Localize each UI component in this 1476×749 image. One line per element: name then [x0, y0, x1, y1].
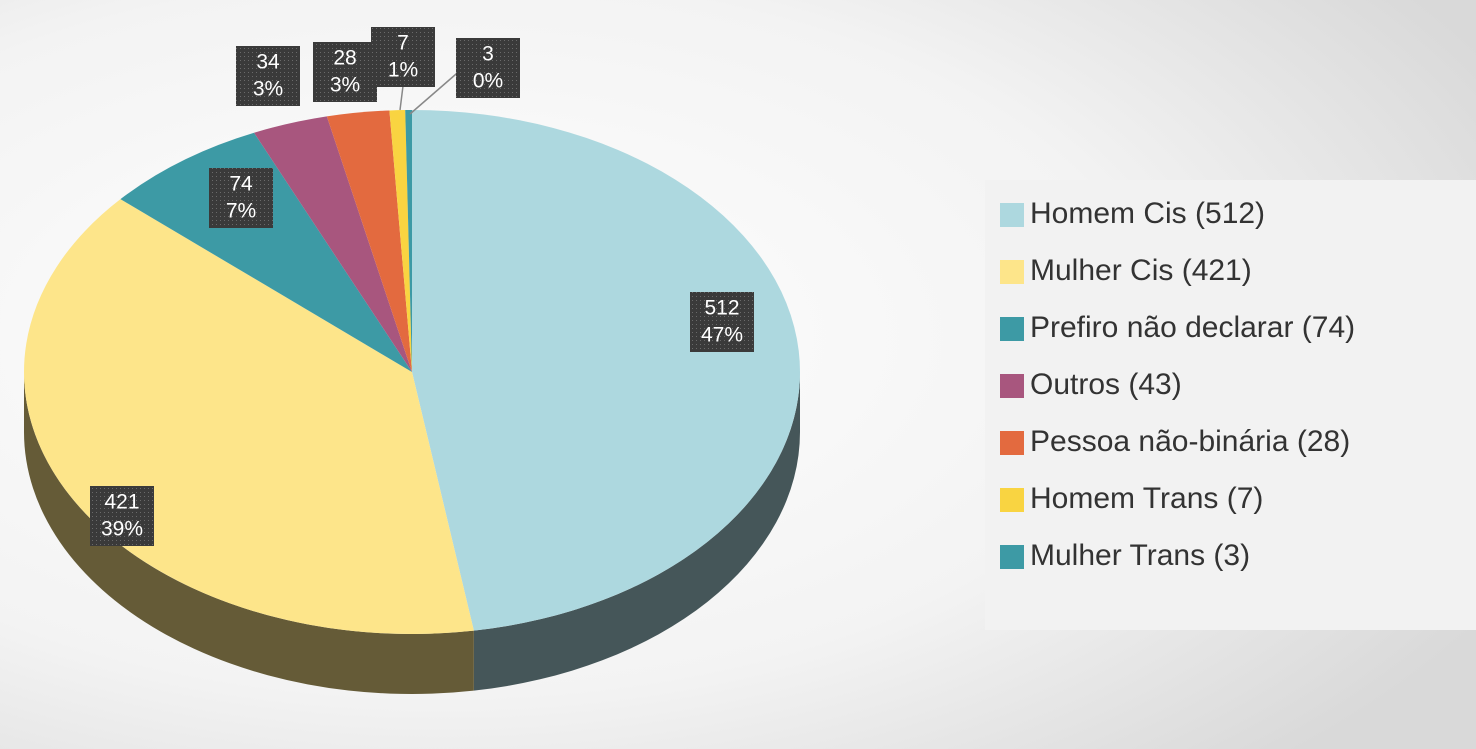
legend-label: Mulher Cis (421) [1030, 254, 1252, 287]
data-label-box [371, 27, 435, 87]
legend-swatch [1000, 203, 1024, 227]
data-label-percent: 7% [226, 200, 256, 223]
data-label-value: 3 [482, 43, 494, 66]
data-label-value: 512 [704, 297, 739, 320]
legend-box [985, 180, 1476, 630]
slice [412, 110, 800, 631]
leader-line [399, 85, 404, 111]
legend-label: Homem Trans (7) [1030, 482, 1263, 515]
data-label-box [90, 486, 154, 546]
data-label-percent: 47% [701, 324, 743, 347]
leader-line [409, 67, 464, 115]
data-label-percent: 39% [101, 518, 143, 541]
legend-swatch [1000, 260, 1024, 284]
slice [405, 110, 412, 372]
slice [389, 110, 412, 372]
data-label-percent: 1% [388, 59, 418, 82]
legend-label: Homem Cis (512) [1030, 197, 1265, 230]
data-label-value: 421 [104, 491, 139, 514]
data-label-box [313, 42, 377, 102]
pie: 512 47% 421 39% 74 7% 34 3% 28 3% 7 1% 3 0% [23, 27, 801, 694]
slice-side [473, 372, 801, 691]
data-label-box [236, 46, 300, 106]
data-label-value: 34 [256, 51, 280, 74]
data-label-box [209, 168, 273, 228]
legend-swatch [1000, 488, 1024, 512]
data-label-value: 74 [229, 173, 253, 196]
slice-side [24, 372, 474, 694]
data-label-value: 28 [333, 47, 356, 70]
data-label-box [456, 38, 520, 98]
legend-swatch [1000, 545, 1024, 569]
legend-swatch [1000, 431, 1024, 455]
slice [120, 132, 413, 372]
data-label-value: 7 [397, 32, 409, 55]
slice [326, 110, 412, 372]
slice [254, 116, 412, 372]
data-label-percent: 3% [330, 74, 360, 97]
data-label-box [690, 292, 754, 352]
legend-label: Prefiro não declarar (74) [1030, 311, 1355, 344]
legend-label: Mulher Trans (3) [1030, 539, 1250, 572]
data-label-percent: 0% [473, 70, 503, 93]
legend-label: Pessoa não-binária (28) [1030, 425, 1350, 458]
legend-swatch [1000, 374, 1024, 398]
legend: Homem Cis (512) Mulher Cis (421) Prefiro n… [1000, 197, 1355, 572]
legend-label: Outros (43) [1030, 368, 1182, 401]
data-label-percent: 3% [253, 78, 283, 101]
legend-swatch [1000, 317, 1024, 341]
